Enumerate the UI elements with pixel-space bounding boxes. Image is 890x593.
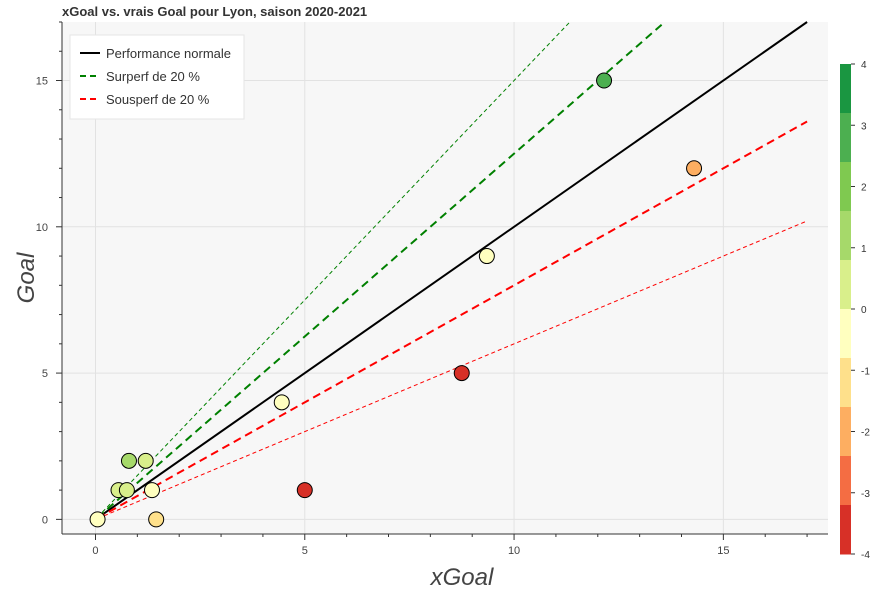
data-point [148,511,165,528]
y-axis-title: Goal [13,252,40,303]
colorbar-bin [840,64,851,114]
x-axis-title: xGoal [430,564,494,591]
colorbar-bin [840,407,851,457]
colorbar-tick-label: 3 [861,121,867,132]
colorbar-tick-label: -1 [861,366,870,377]
legend-box [69,34,245,120]
y-tick-label: 10 [36,222,48,234]
colorbar-tick-label: 2 [861,183,867,194]
legend: Performance normale Surperf de 20 % Souspe… [69,34,245,120]
reference-line [97,21,808,519]
data-point [120,452,137,469]
data-point [143,482,160,499]
x-tick-label: 5 [302,545,308,557]
colorbar-tick-label: -3 [861,489,870,500]
data-point [596,72,613,89]
legend-label: Surperf de 20 % [106,69,200,84]
colorbar-tick-label: -4 [861,550,870,561]
reference-lines [96,21,808,520]
data-points [89,72,703,528]
colorbar-tick-label: 0 [861,305,867,316]
colorbar-bin [840,260,851,310]
x-tick-label: 10 [508,545,520,557]
data-point [137,452,154,469]
colorbar-bin [840,456,851,506]
reference-line [97,120,808,520]
colorbar-bin [840,505,851,555]
colorbar-bin [840,309,851,359]
colorbar-tick-label: 1 [861,244,867,255]
colorbar-bin [840,162,851,212]
x-tick-label: 15 [717,545,729,557]
data-point [273,394,290,411]
reference-line [97,21,571,518]
colorbar-tick-label: -2 [861,428,870,439]
colorbar-bin [840,113,851,163]
legend-label: Sousperf de 20 % [106,92,210,107]
reference-line [97,220,808,519]
legend-label: Performance normale [106,46,231,61]
y-tick-label: 5 [42,368,48,380]
data-point [478,248,495,265]
data-point [453,365,470,382]
colorbar-tick-label: 4 [861,60,867,71]
colorbar-bin [840,211,851,261]
reference-line [96,21,666,519]
y-tick-label: 15 [36,76,48,88]
chart-title: xGoal vs. vrais Goal pour Lyon, saison 2… [62,4,368,19]
data-point [89,511,106,528]
y-tick-label: 0 [42,514,48,526]
data-point [118,482,135,499]
colorbar: 4 3 2 1 0 -1 -2 -3 -4 [833,52,870,570]
grid [62,22,828,534]
axes: 0 5 10 15 0 5 10 15 [36,21,828,557]
data-point [296,482,313,499]
colorbar-bin [840,358,851,408]
x-tick-label: 0 [92,545,98,557]
data-point [686,160,703,177]
